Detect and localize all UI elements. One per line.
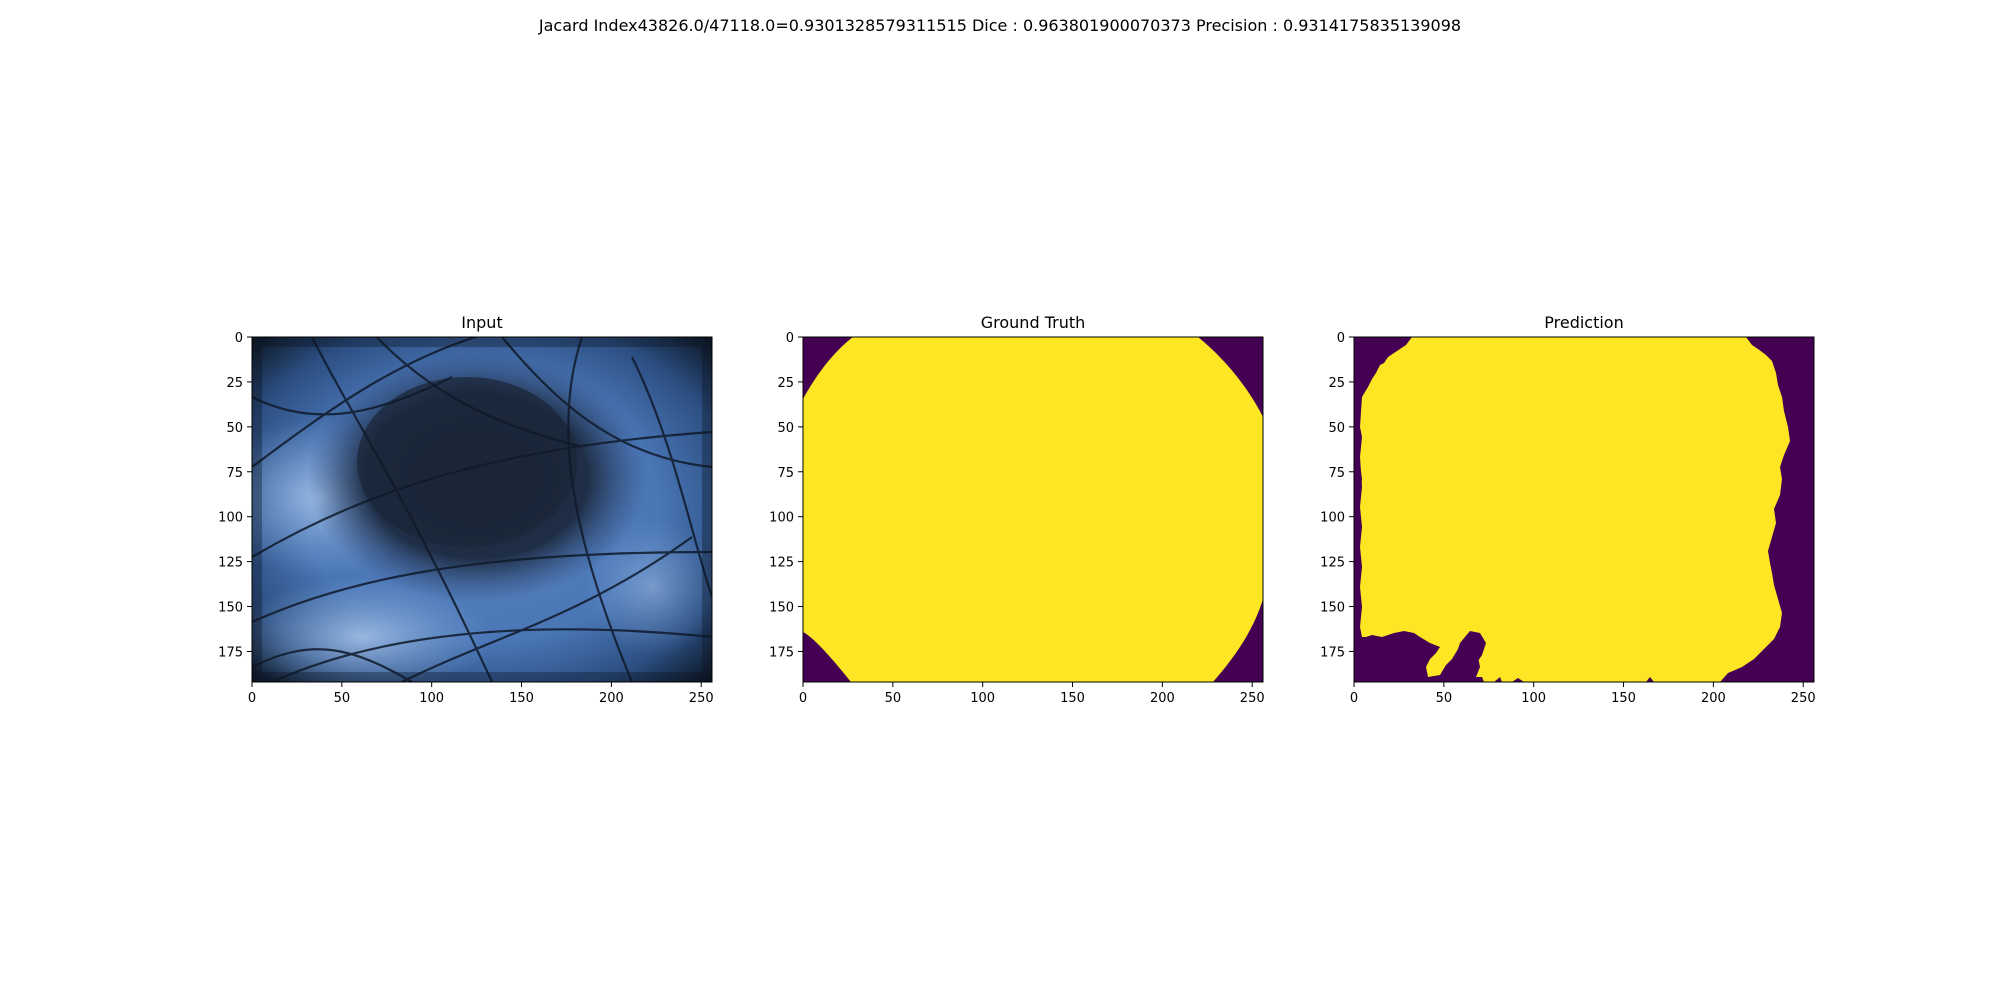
y-tick-label: 100: [769, 511, 794, 526]
y-tick-label: 50: [1328, 421, 1345, 436]
y-tick-label: 25: [1328, 376, 1345, 391]
axes-frame-ground-truth: [802, 336, 1264, 683]
prediction-mask: [1354, 337, 1814, 682]
panel-title-prediction: Prediction: [1544, 313, 1623, 332]
panel-input: Input: [218, 313, 714, 706]
x-tick-label: 50: [1436, 691, 1453, 706]
ground-truth-mask: [803, 337, 1263, 682]
y-tick-label: 75: [1328, 466, 1345, 481]
y-tick-label: 100: [1320, 511, 1345, 526]
axes-frame-prediction: [1353, 336, 1815, 683]
x-tick-label: 50: [334, 691, 351, 706]
x-tick-label: 250: [1240, 691, 1265, 706]
x-tick-label: 200: [1701, 691, 1726, 706]
panel-ground-truth: Ground Truth 0 50 100 150 200 250 0 25 50 75 100 1…: [769, 313, 1264, 706]
y-tick-label: 0: [786, 331, 794, 346]
y-tick-label: 125: [769, 556, 794, 571]
mask-background-pred-left-spot: [1354, 465, 1362, 495]
x-tick-label: 150: [509, 691, 534, 706]
x-tick-label: 0: [1350, 691, 1358, 706]
y-tick-label: 50: [226, 421, 243, 436]
y-tick-label: 25: [777, 376, 794, 391]
y-tick-label: 150: [1320, 601, 1345, 616]
x-tick-label: 50: [885, 691, 902, 706]
x-ticks-input: 0 50 100 150 200 250: [248, 682, 714, 706]
y-tick-label: 0: [235, 331, 243, 346]
x-tick-label: 150: [1611, 691, 1636, 706]
y-tick-label: 175: [218, 645, 243, 660]
x-tick-label: 250: [689, 691, 714, 706]
y-tick-label: 50: [777, 421, 794, 436]
y-tick-label: 150: [769, 601, 794, 616]
y-tick-label: 175: [769, 645, 794, 660]
x-ticks-ground-truth: 0 50 100 150 200 250: [799, 682, 1265, 706]
axes-frame-input: [251, 336, 713, 683]
mask-foreground-gt: [803, 337, 1263, 682]
x-tick-label: 150: [1060, 691, 1085, 706]
y-tick-label: 100: [218, 511, 243, 526]
x-tick-label: 100: [1521, 691, 1546, 706]
mask-foreground-pred: [1360, 337, 1790, 682]
figure-suptitle: Jacard Index43826.0/47118.0=0.9301328579…: [538, 16, 1461, 35]
mask-background-pred-hole: [1456, 631, 1486, 671]
x-tick-label: 100: [419, 691, 444, 706]
y-ticks-prediction: 0 25 50 75 100 125 150 175: [1320, 331, 1354, 660]
y-ticks-input: 0 25 50 75 100 125 150 175: [218, 331, 252, 660]
y-tick-label: 175: [1320, 645, 1345, 660]
panel-prediction: Prediction 0 50 100 150 200 250 0 25 50 75 100 125…: [1320, 313, 1815, 706]
x-tick-label: 0: [248, 691, 256, 706]
panel-title-input: Input: [461, 313, 502, 332]
x-tick-label: 0: [799, 691, 807, 706]
y-tick-label: 0: [1337, 331, 1345, 346]
panel-title-ground-truth: Ground Truth: [981, 313, 1086, 332]
y-tick-label: 150: [218, 601, 243, 616]
y-tick-label: 75: [777, 466, 794, 481]
x-tick-label: 200: [599, 691, 624, 706]
y-tick-label: 75: [226, 466, 243, 481]
input-image: [252, 337, 712, 682]
y-tick-label: 25: [226, 376, 243, 391]
x-tick-label: 250: [1791, 691, 1816, 706]
y-ticks-ground-truth: 0 25 50 75 100 125 150 175: [769, 331, 803, 660]
y-tick-label: 125: [218, 556, 243, 571]
x-tick-label: 200: [1150, 691, 1175, 706]
x-tick-label: 100: [970, 691, 995, 706]
x-ticks-prediction: 0 50 100 150 200 250: [1350, 682, 1816, 706]
y-tick-label: 125: [1320, 556, 1345, 571]
